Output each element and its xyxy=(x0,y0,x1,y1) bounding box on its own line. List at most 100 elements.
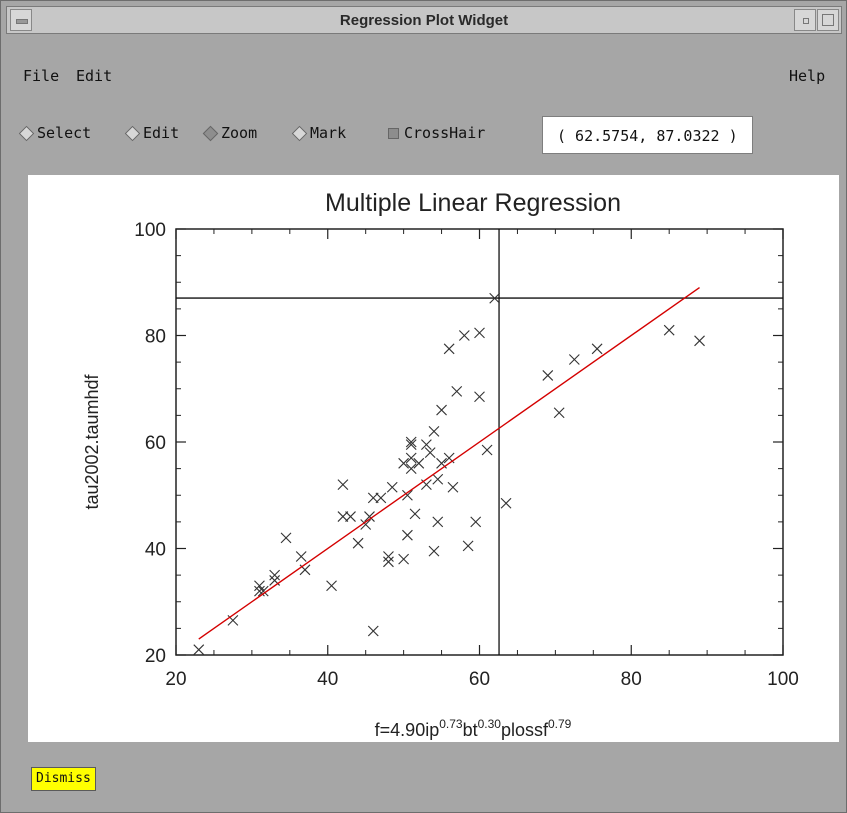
plot-area[interactable]: Multiple Linear Regression 20 40 60 80 100 2… xyxy=(28,175,839,742)
data-point-stroke xyxy=(568,354,580,365)
radio-diamond-icon xyxy=(18,125,35,141)
data-point xyxy=(447,481,459,493)
data-point-stroke xyxy=(398,553,410,565)
edit-mode-label: Edit xyxy=(143,124,180,142)
crosshair-checkbox[interactable]: CrossHair xyxy=(388,124,485,142)
data-point xyxy=(337,479,349,490)
edit-mode-radio[interactable]: Edit xyxy=(124,124,180,142)
data-point-stroke xyxy=(375,492,387,504)
data-point-stroke xyxy=(443,343,455,355)
data-point xyxy=(337,511,349,522)
data-point xyxy=(500,497,512,509)
chart-title: Multiple Linear Regression xyxy=(325,189,621,217)
data-point xyxy=(402,489,413,501)
data-point xyxy=(367,492,379,504)
data-point-stroke xyxy=(474,391,485,403)
mode-toolbar: Select Edit Zoom Mark CrossHair xyxy=(18,117,781,155)
data-point xyxy=(409,508,421,520)
data-point xyxy=(364,511,375,522)
regression-chart[interactable]: Multiple Linear Regression 20 40 60 80 100 2… xyxy=(28,175,839,742)
data-point xyxy=(432,516,444,528)
minimize-icon xyxy=(803,18,809,24)
data-point xyxy=(383,556,394,568)
coordinate-readout[interactable]: ( 62.5754, 87.0322 ) xyxy=(542,116,753,154)
data-point-stroke xyxy=(489,292,501,304)
menu-edit[interactable]: Edit xyxy=(76,67,113,85)
x-label-bt: bt xyxy=(463,720,478,740)
data-point xyxy=(367,625,379,637)
data-point-stroke xyxy=(420,479,432,490)
select-mode-label: Select xyxy=(37,124,92,142)
data-point-stroke xyxy=(352,537,364,549)
data-point-stroke xyxy=(443,452,455,464)
data-point-stroke xyxy=(386,481,398,493)
title-bar: Regression Plot Widget xyxy=(6,6,842,34)
data-point-stroke xyxy=(458,330,470,341)
data-point-stroke xyxy=(694,335,705,347)
data-point-stroke xyxy=(193,644,205,656)
mark-mode-label: Mark xyxy=(310,124,347,142)
data-point-stroke xyxy=(269,569,281,581)
y-tick-label: 100 xyxy=(134,220,166,241)
data-point xyxy=(254,580,265,592)
data-point-stroke xyxy=(432,473,444,485)
mark-mode-radio[interactable]: Mark xyxy=(291,124,347,142)
data-point-stroke xyxy=(447,481,459,493)
data-point xyxy=(383,551,394,562)
data-point-stroke xyxy=(405,452,417,464)
data-point-stroke xyxy=(269,575,281,586)
data-point xyxy=(402,529,413,541)
data-point xyxy=(360,519,372,530)
data-point-stroke xyxy=(470,516,482,528)
data-point xyxy=(462,540,474,552)
y-tick-label: 40 xyxy=(145,540,166,561)
data-point xyxy=(375,492,387,504)
x-axis: 20 40 60 80 100 xyxy=(165,229,799,690)
data-point-stroke xyxy=(436,457,447,469)
data-point xyxy=(568,354,580,365)
data-point-stroke xyxy=(462,540,474,552)
select-mode-radio[interactable]: Select xyxy=(18,124,92,142)
y-axis: 20 40 60 80 100 xyxy=(134,220,783,667)
window-menu-button[interactable] xyxy=(10,9,32,31)
data-point xyxy=(345,511,356,522)
data-point-stroke xyxy=(402,489,413,501)
menu-bar: File Edit Help xyxy=(15,58,841,92)
data-point xyxy=(451,386,463,397)
radio-diamond-icon xyxy=(291,125,308,141)
fit-line xyxy=(198,287,700,640)
x-label-exp2: 0.30 xyxy=(478,717,502,731)
data-point xyxy=(553,407,565,419)
data-point-stroke xyxy=(428,545,440,557)
maximize-button[interactable] xyxy=(817,9,839,31)
data-point-stroke xyxy=(337,511,349,522)
data-point xyxy=(280,532,292,544)
x-tick-label: 80 xyxy=(621,669,642,690)
radio-diamond-icon xyxy=(124,125,141,141)
x-label-plossf: plossf xyxy=(501,720,549,740)
data-point xyxy=(474,391,485,403)
data-point-stroke xyxy=(257,585,269,597)
zoom-mode-radio[interactable]: Zoom xyxy=(202,124,257,142)
window-menu-icon xyxy=(16,19,28,24)
x-label-exp3: 0.79 xyxy=(548,717,572,731)
data-point xyxy=(405,436,417,448)
data-point-stroke xyxy=(420,439,432,451)
data-point xyxy=(542,370,554,381)
data-point-stroke xyxy=(364,511,375,522)
data-point xyxy=(398,457,410,469)
dismiss-button[interactable]: Dismiss xyxy=(31,767,96,791)
data-point-stroke xyxy=(405,463,417,475)
minimize-button[interactable] xyxy=(794,9,816,31)
data-point xyxy=(470,516,482,528)
data-point xyxy=(193,644,205,656)
menu-help[interactable]: Help xyxy=(789,67,826,85)
data-point-stroke xyxy=(383,556,394,568)
data-point-stroke xyxy=(663,324,675,336)
data-point-stroke xyxy=(481,444,493,456)
data-point xyxy=(663,324,675,336)
data-point-stroke xyxy=(428,425,440,437)
menu-file[interactable]: File xyxy=(23,67,60,85)
data-point-stroke xyxy=(405,439,417,451)
